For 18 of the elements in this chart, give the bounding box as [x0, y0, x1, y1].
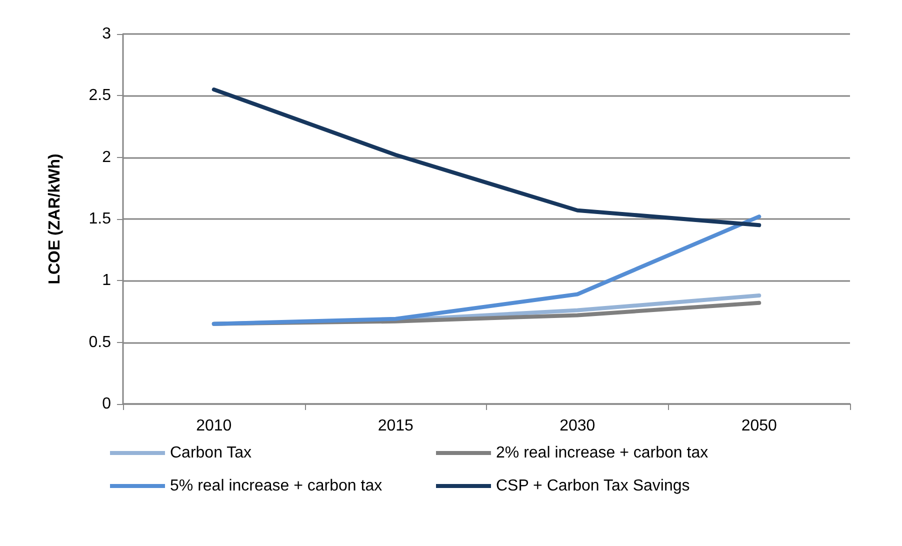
y-tick-label: 2: [102, 148, 112, 166]
y-tick-label: 3: [102, 26, 112, 42]
legend-label: Carbon Tax: [170, 444, 252, 462]
y-tick-label: 1.5: [88, 210, 112, 228]
y-tick-label: 2.5: [88, 87, 112, 104]
line-series: [212, 214, 762, 326]
x-tick-label: 2015: [378, 418, 414, 434]
legend-label: CSP + Carbon Tax Savings: [496, 478, 690, 494]
x-tick-label: 2030: [560, 418, 596, 434]
x-tick-label: 2050: [741, 418, 778, 434]
legend-label: 2% real increase + carbon tax: [496, 444, 708, 462]
y-tick-label: 0.5: [88, 334, 112, 351]
legend-label: 5% real increase + carbon tax: [170, 478, 382, 494]
y-tick-label: 0: [102, 396, 112, 412]
y-tick-label: 1: [102, 272, 112, 290]
line-series: [212, 88, 762, 228]
x-tick-label: 2010: [196, 418, 232, 434]
y-axis-title: LCOE (ZAR/kWh): [46, 154, 64, 284]
